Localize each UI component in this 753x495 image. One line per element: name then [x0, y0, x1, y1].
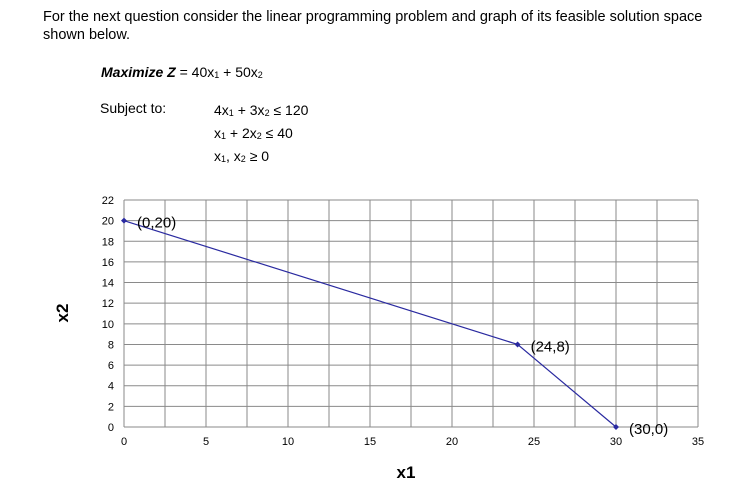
y-tick-label: 10: [102, 319, 114, 331]
x-tick-label: 30: [610, 436, 622, 448]
x-tick-label: 0: [121, 436, 127, 448]
corner-point-label: (0,20): [137, 215, 176, 232]
constraint-list: 4x1 + 3x2 ≤ 120 x1 + 2x2 ≤ 40 x1, x2 ≥ 0: [214, 100, 308, 169]
corner-point-marker: [613, 424, 619, 430]
x-tick-label: 35: [692, 436, 704, 448]
x-tick-label: 15: [364, 436, 376, 448]
corner-point-label: (30,0): [629, 421, 668, 438]
subject-to-label: Subject to:: [100, 100, 167, 116]
y-tick-label: 18: [102, 236, 114, 248]
x-tick-label: 5: [203, 436, 209, 448]
y-tick-label: 6: [108, 360, 114, 372]
x-tick-label: 20: [446, 436, 458, 448]
constraint-row: 4x1 + 3x2 ≤ 120: [214, 102, 309, 118]
x-tick-label: 10: [282, 436, 294, 448]
objective-expression: = 40x1 + 50x2: [179, 64, 263, 80]
corner-point-marker: [121, 217, 127, 224]
x-tick-label: 25: [528, 436, 540, 448]
objective-function: Maximize Z = 40x1 + 50x2: [101, 64, 263, 80]
question-intro: For the next question consider the linea…: [43, 9, 703, 43]
y-tick-label: 16: [102, 257, 114, 269]
y-tick-label: 4: [108, 381, 114, 393]
x-axis-label: x1: [397, 463, 416, 482]
y-tick-label: 14: [102, 278, 114, 290]
y-tick-label: 20: [102, 216, 114, 228]
y-tick-label: 22: [102, 195, 114, 207]
y-tick-label: 8: [108, 339, 114, 351]
constraint-row: x1 + 2x2 ≤ 40: [214, 125, 293, 141]
y-axis-label: x2: [53, 304, 72, 323]
y-tick-label: 12: [102, 298, 114, 310]
corner-point-marker: [514, 341, 521, 348]
y-tick-label: 0: [108, 422, 114, 434]
corner-point-label: (24,8): [531, 338, 570, 355]
y-tick-label: 2: [108, 401, 114, 413]
objective-keyword: Maximize Z: [101, 64, 176, 80]
constraint-row: x1, x2 ≥ 0: [214, 148, 270, 164]
